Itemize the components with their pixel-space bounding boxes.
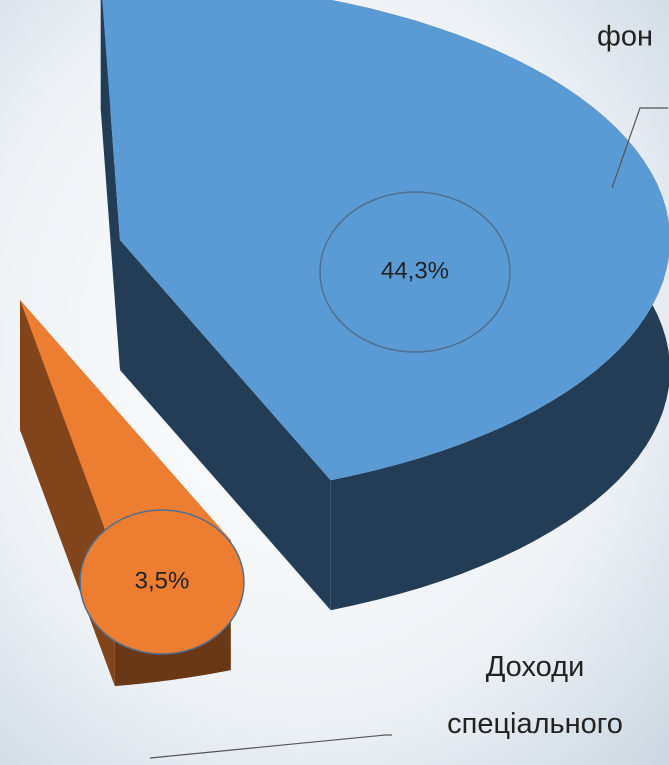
- pie: 44,3% 3,5%: [20, 0, 669, 687]
- slice: [102, 0, 669, 481]
- leader-line: [149, 734, 392, 759]
- category-label-line: спеціального: [447, 708, 623, 740]
- category-label: фон: [597, 21, 653, 53]
- category-label-line: Доходи: [486, 651, 585, 683]
- data-label: 44,3%: [381, 257, 449, 284]
- category-label: Доходи спеціального: [447, 651, 623, 740]
- leader-line: [611, 107, 668, 189]
- slice-side: [120, 240, 331, 611]
- slice: [20, 300, 231, 557]
- label-bubble: [319, 191, 511, 353]
- label-bubble: [79, 509, 245, 655]
- data-label: 3,5%: [135, 567, 190, 594]
